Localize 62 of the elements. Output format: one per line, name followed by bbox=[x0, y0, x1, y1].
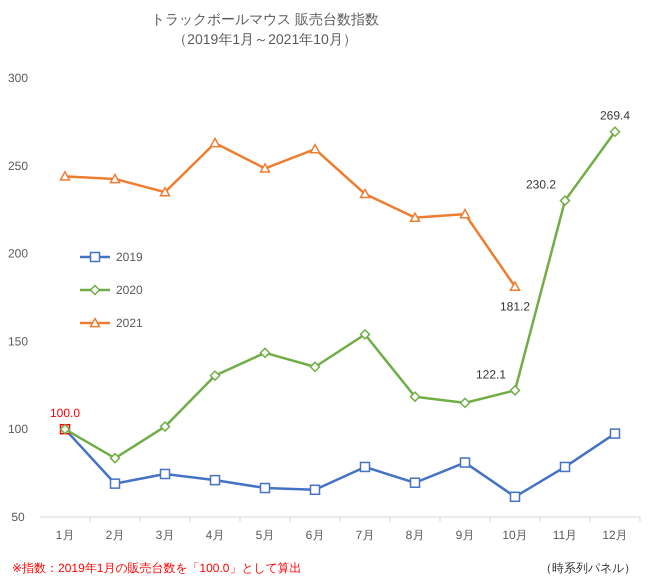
point bbox=[460, 398, 470, 408]
y-tick-label: 300 bbox=[8, 71, 28, 85]
x-tick-label: 8月 bbox=[406, 528, 424, 542]
text: （時系列パネル） bbox=[540, 561, 636, 575]
y-tick-label: 50 bbox=[11, 510, 25, 524]
data-label: 269.4 bbox=[600, 108, 630, 123]
y-tick-label: 200 bbox=[8, 246, 28, 261]
y-tick-label: 100 bbox=[8, 422, 28, 436]
point bbox=[560, 195, 570, 206]
point bbox=[460, 208, 470, 218]
point bbox=[510, 492, 520, 502]
point bbox=[360, 329, 370, 340]
x-tick-label: 2月 bbox=[106, 528, 124, 542]
point bbox=[60, 171, 70, 181]
point bbox=[410, 478, 420, 488]
point bbox=[560, 462, 570, 472]
x-tick-label: 11月 bbox=[552, 528, 578, 542]
point bbox=[360, 462, 370, 472]
point bbox=[310, 362, 320, 372]
chart-title: トラックボールマウス 販売台数指数 bbox=[151, 11, 379, 27]
point bbox=[210, 474, 220, 486]
chart-subtitle: （2019年1月～2021年10月） bbox=[173, 31, 357, 47]
point bbox=[510, 281, 520, 291]
point bbox=[610, 126, 620, 137]
legend-label: 2021 bbox=[116, 316, 144, 330]
point bbox=[160, 421, 170, 432]
data-label: 122.1 bbox=[476, 367, 506, 382]
data-label: 181.2 bbox=[500, 300, 530, 314]
point bbox=[310, 144, 320, 154]
point bbox=[410, 212, 420, 222]
point bbox=[110, 452, 120, 464]
point bbox=[110, 478, 120, 489]
point bbox=[260, 348, 270, 358]
point bbox=[160, 468, 170, 480]
point bbox=[460, 457, 470, 468]
y-tick-label: 250 bbox=[8, 158, 28, 173]
point bbox=[160, 186, 170, 196]
point bbox=[360, 188, 370, 198]
point bbox=[510, 385, 520, 396]
point bbox=[110, 174, 120, 184]
point bbox=[260, 482, 270, 494]
legend-label: 2019 bbox=[116, 250, 144, 264]
y-tick-label: 150 bbox=[8, 334, 28, 348]
point bbox=[210, 138, 220, 148]
point bbox=[610, 428, 620, 439]
point bbox=[410, 391, 420, 402]
x-tick-label: 7月 bbox=[356, 528, 374, 542]
legend-label: 2020 bbox=[116, 283, 144, 297]
x-tick-label: 3月 bbox=[156, 528, 174, 542]
x-tick-label: 12月 bbox=[602, 528, 628, 542]
x-tick-label: 6月 bbox=[306, 528, 324, 542]
point bbox=[210, 370, 220, 381]
point bbox=[260, 163, 270, 173]
x-tick-label: 4月 bbox=[206, 528, 224, 542]
x-tick-label: 10月 bbox=[502, 528, 528, 542]
x-tick-label: 9月 bbox=[456, 528, 474, 542]
point bbox=[310, 484, 320, 496]
data-label: 100.0 bbox=[50, 406, 80, 420]
text: ※指数：2019年1月の販売台数を「100.0」として算出 bbox=[12, 561, 302, 575]
data-label: 230.2 bbox=[526, 178, 556, 192]
x-tick-label: 5月 bbox=[256, 528, 274, 542]
x-tick-label: 1月 bbox=[56, 528, 74, 542]
